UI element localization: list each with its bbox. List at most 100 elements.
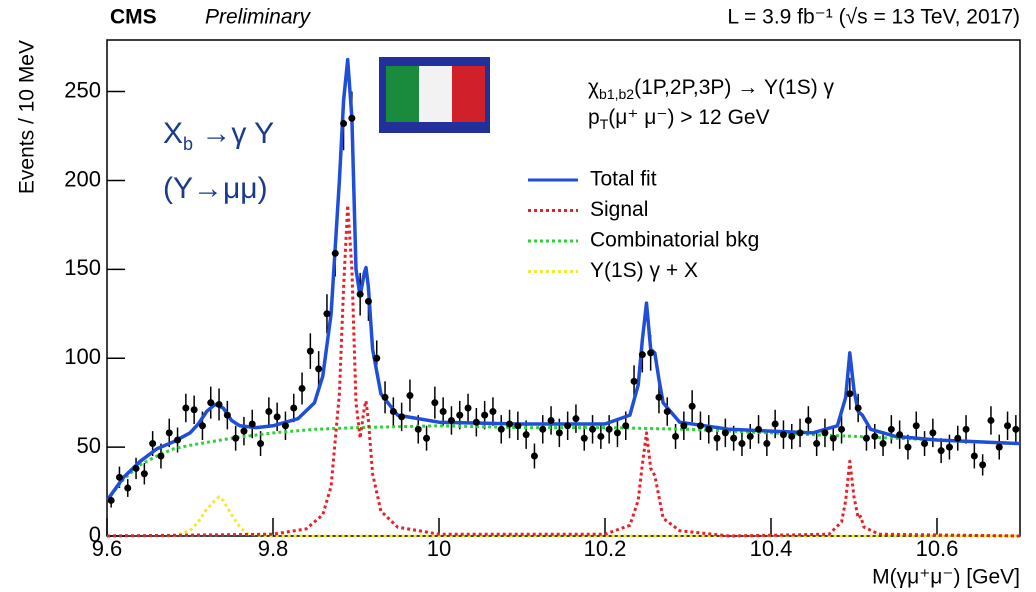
- data-point: [539, 425, 547, 433]
- data-point: [846, 390, 854, 398]
- data-point: [431, 399, 439, 407]
- data-point: [979, 461, 987, 469]
- data-point: [373, 354, 381, 362]
- y-tick-label: 100: [64, 344, 101, 369]
- data-point: [165, 429, 173, 437]
- data-point: [198, 422, 206, 430]
- data-point: [937, 447, 945, 455]
- annotation-part: (μ⁺ μ⁻) > 12 GeV: [608, 106, 769, 129]
- annotation-sub: b: [183, 134, 193, 154]
- data-point: [107, 496, 115, 504]
- annotation-part: →γ Υ: [193, 117, 274, 150]
- data-point: [497, 425, 505, 433]
- luminosity: L = 3.9 fb⁻¹ (√s = 13 TeV, 2017): [727, 6, 1020, 29]
- y-tick-label: 50: [77, 433, 101, 458]
- annotation: χb1,b2(1P,2P,3P) → Υ(1S) γ: [588, 76, 835, 102]
- data-point: [298, 384, 306, 392]
- data-point: [730, 434, 738, 442]
- data-point: [248, 420, 256, 428]
- data-point: [447, 416, 455, 424]
- data-point: [647, 349, 655, 357]
- data-point: [796, 429, 804, 437]
- data-point: [331, 249, 339, 257]
- x-tick-label: 10: [427, 536, 451, 561]
- data-point: [124, 484, 132, 492]
- fit-curve: [105, 57, 1021, 502]
- annotation-sub: b1,b2: [599, 86, 634, 102]
- y-tick-label: 250: [64, 77, 101, 102]
- data-point: [597, 432, 605, 440]
- data-point: [854, 404, 862, 412]
- data-point: [788, 432, 796, 440]
- x-tick-label: 9.8: [258, 536, 289, 561]
- plot-frame: [106, 39, 1021, 537]
- data-point: [207, 399, 215, 407]
- data-point: [962, 425, 970, 433]
- data-point: [257, 440, 265, 448]
- data-point: [605, 425, 613, 433]
- data-point: [821, 429, 829, 437]
- data-point: [755, 425, 763, 433]
- annotation: (Υ→μμ): [163, 172, 268, 205]
- data-point: [115, 473, 123, 481]
- data-point: [1012, 425, 1020, 433]
- data-point: [912, 422, 920, 430]
- data-point: [215, 400, 223, 408]
- data-point: [688, 402, 696, 410]
- data-point: [174, 436, 182, 444]
- data-point: [149, 440, 157, 448]
- y-tick-label: 200: [64, 166, 101, 191]
- x-tick-label: 10.2: [584, 536, 627, 561]
- data-point: [489, 408, 497, 416]
- fit-curve: [107, 495, 1020, 538]
- data-point: [862, 434, 870, 442]
- data-point: [929, 429, 937, 437]
- annotation-part: p: [588, 106, 600, 129]
- data-point: [887, 425, 895, 433]
- data-point: [829, 434, 837, 442]
- data-point: [190, 406, 198, 414]
- x-tick-label: 9.6: [92, 536, 123, 561]
- annotation-part: χ: [588, 76, 599, 99]
- data-point: [398, 413, 406, 421]
- data-point: [572, 415, 580, 423]
- data-point: [921, 440, 929, 448]
- data-point: [672, 432, 680, 440]
- data-point: [738, 440, 746, 448]
- data-point: [771, 420, 779, 428]
- data-point: [630, 377, 638, 385]
- data-point: [132, 464, 140, 472]
- status: Preliminary: [205, 6, 312, 29]
- data-point: [555, 429, 563, 437]
- data-point: [838, 425, 846, 433]
- data-point: [456, 411, 464, 419]
- data-point: [564, 422, 572, 430]
- data-point: [746, 432, 754, 440]
- data-point: [638, 351, 646, 359]
- data-point: [472, 418, 480, 426]
- data-point: [879, 440, 887, 448]
- data-point: [522, 431, 530, 439]
- data-point: [240, 427, 248, 435]
- data-point: [273, 413, 281, 421]
- data-point: [954, 434, 962, 442]
- data-point: [995, 443, 1003, 451]
- data-point: [356, 290, 364, 298]
- data-point: [663, 408, 671, 416]
- annotation-sub: T: [600, 116, 609, 132]
- data-point: [306, 347, 314, 355]
- data-point: [1004, 422, 1012, 430]
- data-point: [315, 365, 323, 373]
- data-point: [896, 431, 904, 439]
- data-point: [140, 470, 148, 478]
- data-point: [987, 416, 995, 424]
- data-point: [281, 422, 289, 430]
- data-point: [464, 404, 472, 412]
- data-point: [547, 416, 555, 424]
- flag: [379, 57, 490, 133]
- experiment: CMS: [110, 6, 157, 29]
- data-point: [506, 420, 514, 428]
- data-point: [580, 434, 588, 442]
- data-point: [763, 440, 771, 448]
